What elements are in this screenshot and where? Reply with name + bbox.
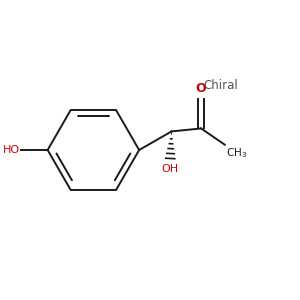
Text: HO: HO [2, 145, 20, 155]
Text: Chiral: Chiral [203, 79, 238, 92]
Text: CH$_3$: CH$_3$ [226, 146, 247, 160]
Text: O: O [196, 82, 206, 94]
Text: OH: OH [162, 164, 179, 175]
